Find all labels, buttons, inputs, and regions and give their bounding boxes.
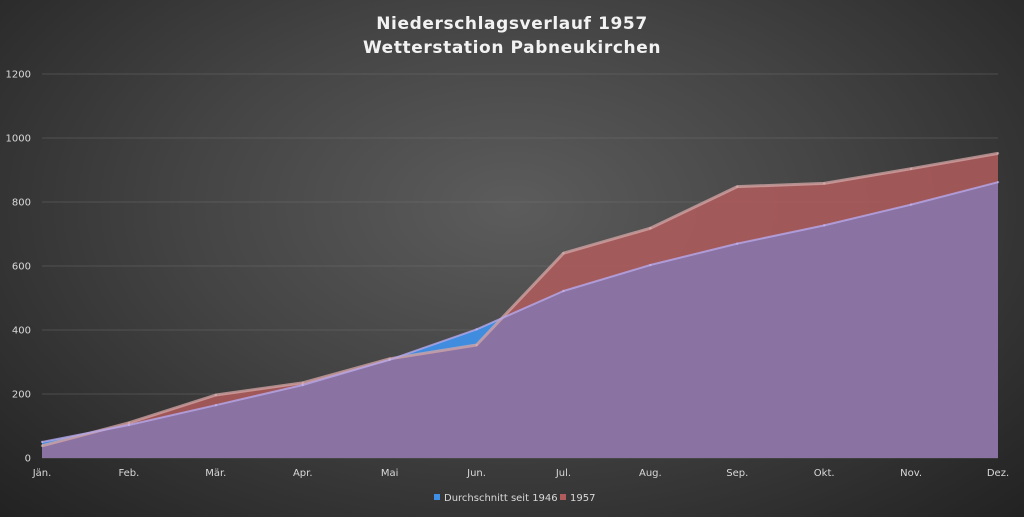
chart-title: Niederschlagsverlauf 1957	[376, 14, 648, 34]
data-point-durchschnitt	[127, 423, 131, 427]
y-tick-label: 200	[12, 390, 31, 401]
legend-swatch	[434, 494, 440, 500]
data-point-durchschnitt	[40, 440, 44, 444]
y-axis: 0 200 400 600 800 1000 1200	[6, 70, 31, 465]
data-point-1957	[562, 252, 565, 255]
data-point-durchschnitt	[562, 289, 565, 293]
data-point-durchschnitt	[909, 203, 913, 206]
series-line-durchschnitt	[41, 181, 999, 443]
data-point-1957	[996, 152, 1000, 155]
x-tick-label: Mai	[381, 468, 399, 479]
x-tick-label: Jän.	[32, 468, 52, 479]
x-axis: Jän. Feb. Mär. Apr. Mai Jun. Jul. Aug. Sep. Okt. N…	[32, 468, 1009, 479]
data-point-1957	[822, 182, 826, 185]
data-point-1957	[649, 227, 652, 230]
data-point-1957	[475, 343, 478, 347]
legend-item: Durchschnitt seit 1946	[434, 493, 558, 504]
legend-label: Durchschnitt seit 1946	[444, 493, 558, 504]
x-tick-label: Jun.	[466, 468, 486, 479]
y-tick-label: 600	[12, 262, 31, 273]
chart-subtitle: Wetterstation Pabneukirchen	[363, 38, 661, 58]
x-tick-label: Dez.	[987, 468, 1009, 479]
x-tick-label: Aug.	[639, 468, 662, 479]
data-point-durchschnitt	[736, 242, 739, 245]
legend: Durchschnitt seit 1946 1957	[434, 493, 595, 504]
data-point-1957	[736, 185, 739, 188]
y-tick-label: 400	[12, 326, 31, 337]
x-tick-label: Nov.	[900, 468, 922, 479]
data-point-durchschnitt	[214, 404, 218, 407]
data-point-1957	[301, 381, 304, 384]
data-point-1957	[40, 444, 44, 448]
x-tick-label: Mär.	[205, 468, 226, 479]
x-tick-label: Okt.	[814, 468, 835, 479]
x-tick-label: Feb.	[118, 468, 139, 479]
data-point-1957	[214, 393, 218, 397]
y-tick-label: 800	[12, 198, 31, 209]
y-tick-label: 0	[25, 454, 31, 465]
data-point-1957	[127, 421, 131, 424]
data-point-durchschnitt	[649, 263, 652, 267]
legend-label: 1957	[570, 493, 595, 504]
data-point-durchschnitt	[996, 180, 1000, 184]
x-tick-label: Apr.	[293, 468, 313, 479]
data-point-1957	[388, 357, 391, 360]
x-tick-label: Jul.	[555, 468, 571, 479]
data-point-durchschnitt	[822, 224, 826, 227]
series-line-1957	[41, 151, 999, 448]
legend-swatch	[560, 494, 566, 500]
plot-area	[40, 151, 1000, 458]
data-point-durchschnitt	[301, 383, 304, 387]
legend-item: 1957	[560, 493, 595, 504]
x-tick-label: Sep.	[726, 468, 748, 479]
y-tick-label: 1200	[6, 70, 31, 81]
data-point-1957	[909, 167, 913, 170]
y-tick-label: 1000	[6, 134, 31, 145]
data-point-durchschnitt	[475, 328, 478, 331]
